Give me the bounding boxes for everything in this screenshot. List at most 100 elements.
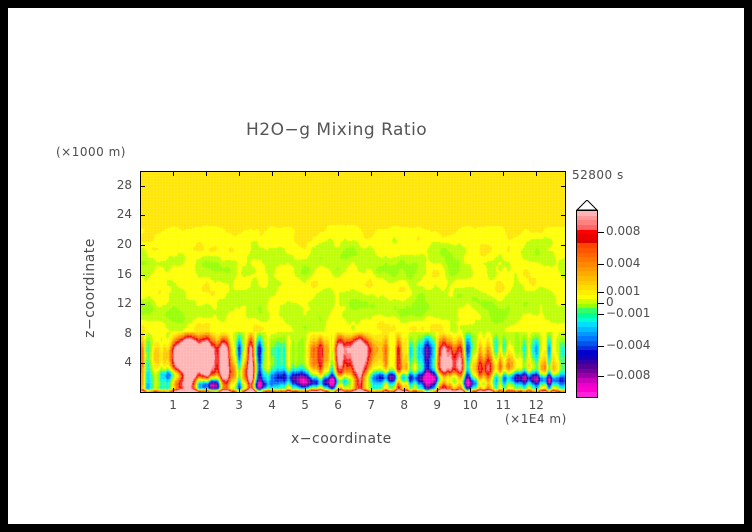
- x-tick-mark: [272, 388, 274, 393]
- x-tick-mark: [371, 171, 373, 176]
- y-tick-mark: [561, 245, 566, 246]
- x-tick-label: 7: [367, 398, 375, 412]
- x-tick-mark: [305, 171, 307, 176]
- x-tick-mark: [470, 171, 472, 176]
- y-tick-mark: [561, 215, 566, 217]
- x-axis-title: x−coordinate: [291, 431, 392, 447]
- x-tick-mark: [239, 388, 241, 393]
- colorbar-segment: [577, 368, 597, 374]
- colorbar-tick: [598, 231, 604, 233]
- x-tick-mark: [239, 171, 241, 176]
- colorbar-label: −0.001: [606, 306, 651, 321]
- x-tick-label: 1: [169, 398, 177, 412]
- x-tick-label: 6: [334, 398, 342, 412]
- y-axis-title: z−coordinate: [82, 238, 98, 338]
- colorbar-segment: [577, 373, 597, 379]
- x-tick-label: 3: [235, 398, 243, 412]
- colorbar-segment: [577, 289, 597, 295]
- y-tick-label: 20: [116, 237, 132, 251]
- colorbar-label: 0.004: [606, 255, 641, 270]
- colorbar-label: −0.008: [606, 368, 651, 383]
- colorbar-label: 0.008: [606, 223, 641, 238]
- colorbar-segment: [577, 224, 597, 230]
- colorbar-segment: [577, 280, 597, 286]
- colorbar-segment: [577, 308, 597, 314]
- y-tick-label: 28: [116, 177, 132, 192]
- x-tick-mark: [437, 171, 439, 176]
- x-tick-mark: [206, 171, 208, 176]
- y-tick-mark: [561, 185, 566, 187]
- page-title: H2O−g Mixing Ratio: [246, 120, 428, 140]
- colorbar-tick: [598, 303, 604, 305]
- y-tick-mark: [140, 304, 145, 306]
- colorbar-label: 0.001: [606, 283, 641, 298]
- x-tick-mark: [206, 388, 208, 393]
- colorbar-gradient: [576, 210, 598, 398]
- colorbar-segment: [577, 238, 597, 244]
- colorbar-tick: [598, 376, 604, 378]
- y-tick-mark: [140, 215, 145, 217]
- x-tick-mark: [338, 171, 340, 176]
- colorbar-segment: [577, 215, 597, 221]
- colorbar-segment: [577, 364, 597, 369]
- colorbar-segment: [577, 266, 597, 272]
- colorbar-segment: [577, 317, 597, 323]
- colorbar-label: −0.004: [606, 338, 651, 353]
- x-tick-mark: [503, 388, 505, 393]
- x-tick-label: 9: [433, 398, 442, 412]
- colorbar-segment: [577, 340, 597, 346]
- x-tick-mark: [173, 388, 175, 393]
- colorbar-segment: [577, 257, 597, 263]
- x-tick-mark: [470, 388, 472, 393]
- x-tick-mark: [338, 388, 340, 393]
- colorbar-segment: [577, 378, 597, 383]
- x-tick-label: 12: [528, 398, 544, 412]
- y-tick-mark: [561, 363, 566, 365]
- x-tick-mark: [536, 171, 538, 176]
- y-tick-mark: [561, 333, 566, 335]
- y-tick-label: 8: [124, 325, 132, 340]
- colorbar-segment: [577, 271, 597, 276]
- colorbar-segment: [577, 331, 597, 337]
- x-tick-mark: [404, 171, 406, 176]
- colorbar-segment: [577, 345, 597, 351]
- y-tick-mark: [561, 304, 566, 306]
- time-annotation: 52800 s: [572, 168, 624, 182]
- y-tick-mark: [140, 274, 145, 276]
- x-tick-mark: [371, 388, 373, 393]
- x-tick-mark: [272, 171, 274, 176]
- x-tick-label: 4: [268, 398, 276, 412]
- y-tick-mark: [140, 245, 145, 246]
- colorbar-label: 0: [606, 295, 614, 310]
- colorbar-segment: [577, 252, 597, 258]
- y-tick-mark: [140, 333, 145, 335]
- colorbar-tick: [598, 346, 604, 348]
- x-tick-label: 8: [400, 398, 408, 412]
- colorbar-segment: [577, 220, 597, 225]
- x-tick-label: 10: [462, 398, 478, 412]
- x-axis-unit-label: (×1E4 m): [505, 412, 567, 426]
- x-tick-mark: [404, 388, 406, 393]
- colorbar-segment: [577, 387, 597, 392]
- colorbar-segment: [577, 313, 597, 318]
- x-tick-label: 5: [301, 398, 309, 412]
- colorbar-segment: [577, 211, 597, 216]
- y-tick-label: 16: [116, 266, 132, 281]
- y-tick-mark: [140, 363, 145, 365]
- colorbar-segment: [577, 322, 597, 328]
- colorbar-tick: [598, 263, 604, 265]
- colorbar-segment: [577, 303, 597, 309]
- x-tick-mark: [305, 388, 307, 393]
- colorbar-segment: [577, 382, 597, 388]
- colorbar-segment: [577, 391, 597, 397]
- colorbar-segment: [577, 262, 597, 267]
- x-tick-mark: [173, 171, 175, 176]
- colorbar-segment: [577, 299, 597, 304]
- contour-plot-area: [140, 171, 566, 393]
- colorbar-segment: [577, 350, 597, 355]
- colorbar-segment: [577, 229, 597, 235]
- x-tick-mark: [536, 388, 538, 393]
- colorbar-tick: [598, 291, 604, 293]
- y-tick-mark: [140, 185, 145, 187]
- colorbar-segment: [577, 243, 597, 249]
